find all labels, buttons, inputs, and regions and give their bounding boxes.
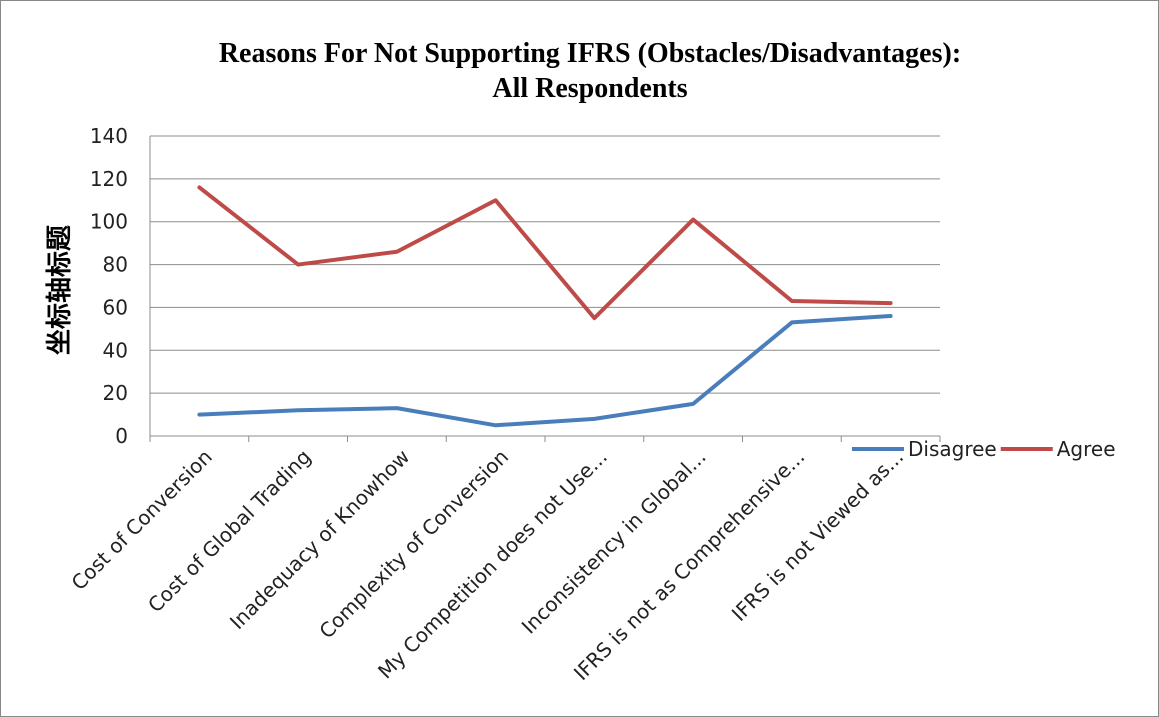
gridlines — [149, 135, 941, 442]
x-category-label: Complexity of Conversion — [314, 445, 513, 644]
y-tick-label: 40 — [103, 338, 128, 362]
y-axis-ticks: 0 20 40 60 80 100 120 140 — [90, 124, 128, 448]
y-tick-label: 120 — [90, 167, 128, 191]
y-tick-label: 80 — [103, 253, 128, 277]
series-line-disagree — [197, 314, 893, 428]
x-category-label: IFRS is not Viewed as... — [727, 445, 908, 626]
legend-label-disagree: Disagree — [908, 437, 997, 461]
chart-title-line-1: Reasons For Not Supporting IFRS (Obstacl… — [219, 38, 961, 69]
x-category-label: Cost of Global Trading — [143, 445, 316, 618]
y-tick-label: 0 — [115, 424, 128, 448]
chart-title-line-2: All Respondents — [492, 73, 687, 104]
y-tick-label: 100 — [90, 210, 128, 234]
series-line-agree — [197, 185, 893, 321]
y-tick-label: 140 — [90, 124, 128, 148]
legend: Disagree Agree — [852, 437, 1116, 461]
y-axis-label: 坐标轴标题 — [45, 225, 74, 355]
series-lines — [197, 185, 893, 428]
y-tick-label: 20 — [103, 381, 128, 405]
legend-label-agree: Agree — [1057, 437, 1116, 461]
x-category-label: Inadequacy of Knowhow — [225, 445, 414, 634]
x-category-label: Inconsistency in Global... — [517, 445, 711, 639]
y-tick-label: 60 — [103, 295, 128, 319]
